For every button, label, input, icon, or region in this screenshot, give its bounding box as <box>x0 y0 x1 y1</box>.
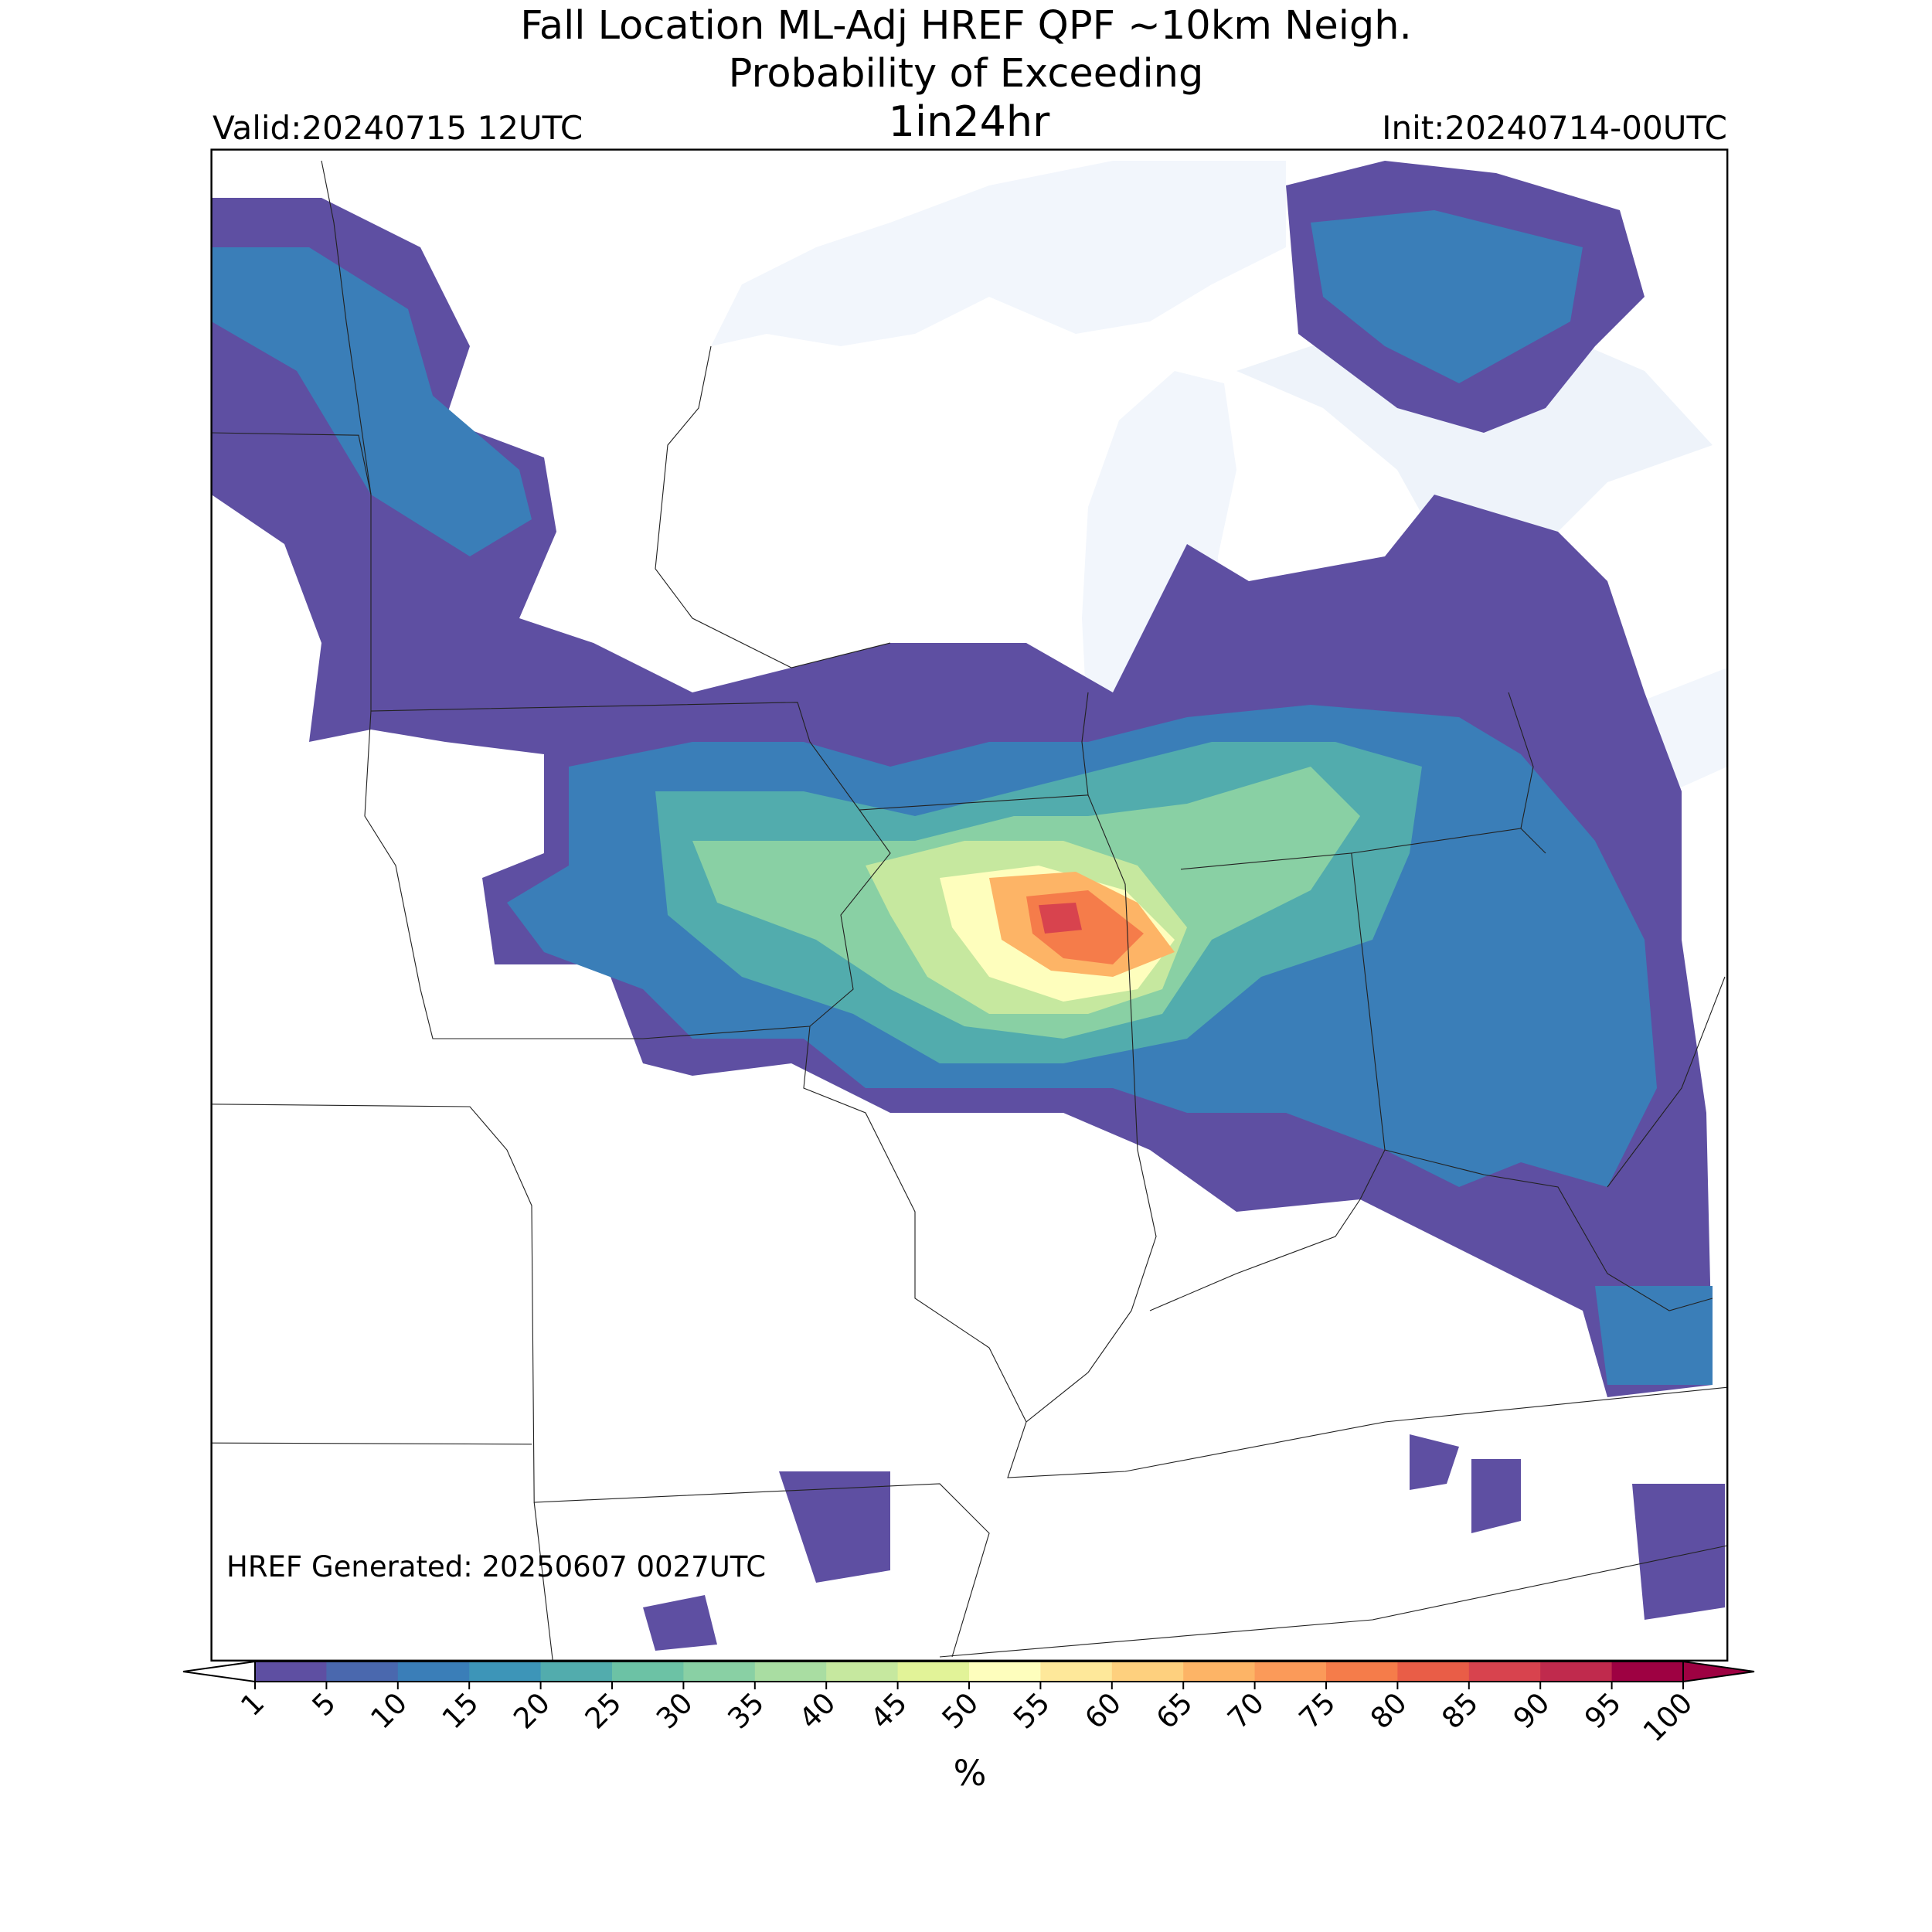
colorbar-bin <box>1183 1662 1256 1682</box>
probability-field <box>211 161 1725 1651</box>
colorbar-bin <box>1111 1662 1184 1682</box>
colorbar-bin <box>826 1662 899 1682</box>
colorbar-tick-label: 85 <box>1435 1686 1485 1736</box>
colorbar-over <box>1682 1660 1755 1683</box>
colorbar-label: % <box>954 1753 987 1794</box>
colorbar-tick-label: 80 <box>1364 1686 1413 1736</box>
colorbar: 1 5 10 15 20 25 30 35 40 45 50 55 60 65 70 75 80 85 90 95 10… <box>182 1660 1755 1748</box>
colorbar-bin <box>1540 1662 1613 1682</box>
init-time: Init:20240714-00UTC <box>1382 109 1727 147</box>
colorbar-bin <box>969 1662 1041 1682</box>
colorbar-bin <box>326 1662 399 1682</box>
colorbar-bin <box>1040 1662 1113 1682</box>
generated-time: HREF Generated: 20250607 0027UTC <box>226 1550 766 1583</box>
colorbar-tick-label: 20 <box>507 1686 556 1736</box>
colorbar-under <box>182 1660 256 1683</box>
colorbar-tick-label: 45 <box>864 1686 913 1736</box>
colorbar-tick-label: 70 <box>1221 1686 1270 1736</box>
colorbar-tick-label: 30 <box>650 1686 699 1736</box>
valid-time: Valid:20240715 12UTC <box>213 109 583 147</box>
colorbar-bin <box>397 1662 470 1682</box>
colorbar-tick-label: 35 <box>721 1686 770 1736</box>
colorbar-bin <box>683 1662 756 1682</box>
colorbar-bin <box>1254 1662 1327 1682</box>
colorbar-tick-label: 5 <box>306 1686 342 1723</box>
colorbar-bin <box>1326 1662 1398 1682</box>
title: Fall Location ML-Adj HREF QPF ~10km Neig… <box>520 3 1412 49</box>
colorbar-bin <box>1611 1662 1684 1682</box>
colorbar-tick-label: 75 <box>1293 1686 1342 1736</box>
lake-superior <box>711 161 1286 346</box>
colorbar-bin <box>1468 1662 1541 1682</box>
colorbar-tick-label: 95 <box>1578 1686 1628 1736</box>
colorbar-tick-label: 100 <box>1637 1686 1699 1748</box>
colorbar-tick-label: 40 <box>793 1686 842 1736</box>
colorbar-bin <box>540 1662 613 1682</box>
colorbar-tick-label: 60 <box>1078 1686 1128 1736</box>
colorbar-bin <box>897 1662 970 1682</box>
colorbar-tick-label: 65 <box>1150 1686 1199 1736</box>
map <box>210 148 1729 1662</box>
colorbar-tick-label: 1 <box>234 1686 270 1723</box>
colorbar-bin <box>612 1662 684 1682</box>
subtitle: Probability of Exceeding <box>729 51 1204 97</box>
colorbar-tick-label: 90 <box>1507 1686 1556 1736</box>
threshold: 1in24hr <box>889 97 1051 146</box>
colorbar-bin <box>469 1662 542 1682</box>
colorbar-tick-label: 15 <box>436 1686 485 1736</box>
colorbar-tick-label: 55 <box>1007 1686 1056 1736</box>
colorbar-bin <box>754 1662 827 1682</box>
colorbar-bin <box>1397 1662 1470 1682</box>
colorbar-bin <box>255 1662 327 1682</box>
colorbar-tick-label: 50 <box>936 1686 985 1736</box>
map-frame <box>210 148 1729 1662</box>
colorbar-tick-label: 10 <box>364 1686 413 1736</box>
colorbar-tick-label: 25 <box>579 1686 628 1736</box>
